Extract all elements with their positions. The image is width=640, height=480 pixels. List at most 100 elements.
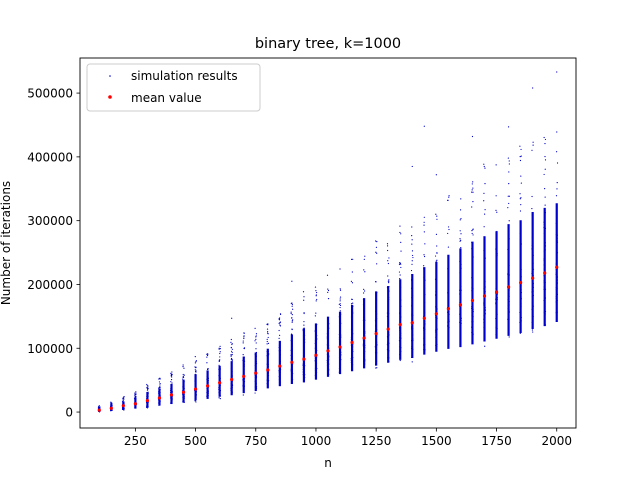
simulation-point xyxy=(328,357,330,359)
simulation-point xyxy=(410,269,413,272)
simulation-point xyxy=(531,248,533,250)
simulation-point xyxy=(544,211,546,214)
simulation-point xyxy=(242,389,245,392)
simulation-point xyxy=(314,370,317,372)
simulation-point xyxy=(483,163,485,165)
simulation-point xyxy=(460,311,462,313)
simulation-point xyxy=(555,269,557,271)
simulation-point xyxy=(231,375,233,377)
simulation-point xyxy=(218,347,220,349)
mean-point xyxy=(434,312,438,316)
simulation-point xyxy=(352,364,354,366)
simulation-point xyxy=(314,368,317,370)
simulation-point xyxy=(423,231,425,233)
simulation-point xyxy=(291,378,294,380)
simulation-point xyxy=(471,191,473,193)
simulation-point xyxy=(508,171,510,173)
simulation-point xyxy=(472,288,474,290)
simulation-point xyxy=(400,350,402,352)
simulation-point xyxy=(218,378,221,380)
simulation-point xyxy=(460,263,462,265)
simulation-point xyxy=(519,313,521,315)
simulation-point xyxy=(531,149,533,151)
simulation-point xyxy=(375,240,377,242)
simulation-point xyxy=(182,401,184,403)
simulation-point xyxy=(543,268,545,270)
simulation-point xyxy=(315,312,317,314)
simulation-point xyxy=(328,323,330,325)
simulation-point xyxy=(556,240,558,242)
simulation-point xyxy=(412,295,414,297)
simulation-point xyxy=(170,388,172,390)
mean-point xyxy=(169,393,174,397)
simulation-point xyxy=(279,325,282,327)
simulation-point xyxy=(399,274,401,276)
simulation-point xyxy=(243,363,245,366)
mean-point xyxy=(458,303,463,307)
simulation-point xyxy=(158,391,160,393)
simulation-point xyxy=(147,405,149,407)
simulation-point xyxy=(423,334,425,336)
simulation-point xyxy=(507,207,509,209)
simulation-point xyxy=(484,262,486,264)
simulation-point xyxy=(351,348,354,351)
simulation-point xyxy=(410,347,413,349)
simulation-point xyxy=(159,391,161,394)
simulation-point xyxy=(110,405,112,407)
simulation-point xyxy=(531,291,533,293)
simulation-point xyxy=(496,288,498,290)
simulation-point xyxy=(266,379,268,382)
simulation-point xyxy=(146,387,148,389)
simulation-point xyxy=(544,188,546,190)
simulation-point xyxy=(435,317,437,319)
simulation-point xyxy=(387,249,389,252)
simulation-point xyxy=(556,277,558,279)
simulation-point xyxy=(327,333,330,335)
simulation-point xyxy=(364,331,366,333)
simulation-point xyxy=(158,378,160,380)
simulation-point xyxy=(519,321,521,323)
simulation-point xyxy=(266,343,268,345)
simulation-point xyxy=(146,405,148,407)
simulation-point xyxy=(327,366,330,368)
simulation-point xyxy=(496,253,498,255)
simulation-point xyxy=(350,361,352,363)
simulation-point xyxy=(242,354,244,356)
simulation-point xyxy=(459,313,461,315)
simulation-point xyxy=(314,374,316,376)
simulation-point xyxy=(255,338,257,340)
simulation-point xyxy=(351,310,354,312)
simulation-point xyxy=(267,356,269,358)
simulation-point xyxy=(254,389,257,392)
simulation-point xyxy=(484,345,486,347)
simulation-point xyxy=(483,304,485,306)
simulation-point xyxy=(255,348,257,350)
simulation-point xyxy=(315,290,317,292)
simulation-point xyxy=(411,334,413,336)
simulation-point xyxy=(531,279,533,281)
simulation-point xyxy=(206,378,208,380)
simulation-point xyxy=(363,344,366,346)
simulation-point xyxy=(363,323,366,325)
simulation-point xyxy=(411,328,413,330)
simulation-point xyxy=(519,232,521,234)
simulation-point xyxy=(267,353,270,355)
simulation-point xyxy=(459,252,462,255)
simulation-point xyxy=(291,302,293,304)
simulation-point xyxy=(459,238,461,240)
simulation-point xyxy=(364,361,366,363)
simulation-point xyxy=(170,402,172,404)
simulation-point xyxy=(543,221,545,223)
simulation-point xyxy=(472,315,474,317)
simulation-point xyxy=(291,368,293,370)
legend: simulation results mean value xyxy=(86,63,261,112)
simulation-point xyxy=(555,226,558,228)
simulation-point xyxy=(387,342,389,344)
simulation-point xyxy=(483,321,485,324)
simulation-point xyxy=(243,365,245,367)
simulation-point xyxy=(266,340,268,343)
simulation-point xyxy=(543,299,545,302)
simulation-point xyxy=(471,297,474,299)
simulation-point xyxy=(423,348,425,351)
